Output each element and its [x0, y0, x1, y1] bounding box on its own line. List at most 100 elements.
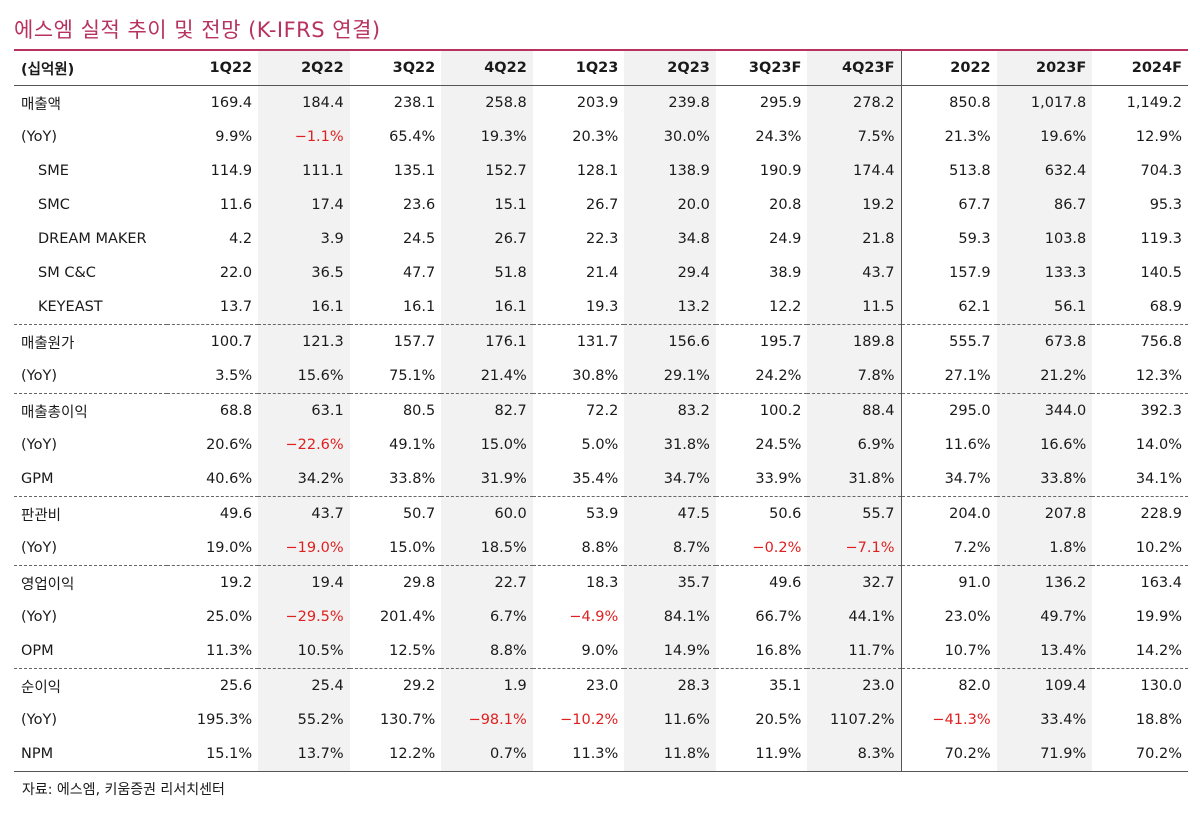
table-cell: 70.2% [900, 737, 997, 772]
table-cell: 850.8 [900, 85, 997, 120]
table-cell: 204.0 [900, 496, 997, 531]
table-row: OPM 11.3% 10.5% 12.5% 8.8% 9.0% 14.9% 16.8% 11.7… [14, 634, 1188, 669]
table-cell: −29.5% [258, 600, 350, 634]
table-cell: 33.8% [996, 462, 1093, 497]
table-cell: 7.5% [807, 120, 902, 154]
title-rule [14, 49, 1188, 51]
table-cell: 21.8 [807, 222, 902, 256]
table-row: (YoY) 3.5% 15.6% 75.1% 21.4% 30.8% 29.1% 24.2% 7… [14, 359, 1188, 394]
unit-label: (십억원) [14, 51, 167, 86]
table-cell: 174.4 [807, 154, 902, 188]
table-cell: 29.4 [624, 256, 716, 290]
table-cell: 49.6 [769, 575, 802, 591]
table-cell: 19.3 [532, 290, 625, 325]
table-cell: 72.2 [586, 403, 619, 419]
table-cell: 53.9 [586, 506, 619, 522]
table-cell: 100.7 [210, 334, 253, 350]
table-cell: 169.4 [210, 95, 253, 111]
table-row: SMC 11.6 17.4 23.6 15.1 26.7 20.0 20.8 19.2 67.7 8… [14, 188, 1188, 222]
table-cell: 21.4% [441, 359, 533, 394]
table-cell: 13.7% [258, 737, 350, 772]
table-cell: 29.1% [624, 359, 716, 394]
column-header: 1Q23 [532, 51, 625, 86]
table-cell: 21.4 [586, 265, 619, 281]
table-cell: 176.1 [441, 324, 533, 359]
table-cell: 44.1% [807, 600, 902, 634]
table-cell: 17.4 [258, 188, 350, 222]
table-cell: 55.2% [258, 703, 350, 737]
table-cell: 34.7% [624, 462, 716, 497]
table-cell: 632.4 [996, 154, 1093, 188]
table-row: 순이익 25.6 25.4 29.2 1.9 23.0 28.3 35.1 23.0 82.0 10… [14, 668, 1188, 703]
table-cell: 23.0 [807, 668, 902, 703]
row-label: OPM [14, 634, 167, 669]
table-cell: 20.3% [572, 129, 619, 145]
table-row: 매출원가 100.7 121.3 157.7 176.1 131.7 156.6 195.7 1… [14, 324, 1188, 359]
table-cell: 56.1 [996, 290, 1093, 325]
table-cell: 11.6% [624, 703, 716, 737]
column-header: 1Q22 [166, 51, 259, 86]
table-cell: 163.4 [1140, 575, 1182, 591]
table-cell: 60.0 [441, 496, 533, 531]
table-cell: 189.8 [807, 324, 902, 359]
table-cell: 1,149.2 [1126, 95, 1182, 111]
table-cell: −4.9% [569, 609, 619, 625]
table-row: (YoY) 20.6% −22.6% 49.1% 15.0% 5.0% 31.8% 24.5%… [14, 428, 1188, 462]
table-cell: 29.8 [402, 575, 436, 591]
table-cell: 195.7 [759, 334, 802, 350]
table-cell: 35.4% [532, 462, 625, 497]
table-cell: 32.7 [807, 565, 902, 600]
table-cell: 128.1 [576, 163, 619, 179]
table-cell: 51.8 [441, 256, 533, 290]
table-cell: 392.3 [1140, 403, 1182, 419]
row-label: GPM [14, 462, 167, 497]
table-row: (YoY) 25.0% −29.5% 201.4% 6.7% −4.9% 84.1% 66.7… [14, 600, 1188, 634]
table-cell: 30.8% [532, 359, 625, 394]
table-cell: 19.2 [219, 575, 253, 591]
table-cell: 195.3% [196, 712, 253, 728]
table-cell: 13.4% [996, 634, 1093, 669]
table-cell: 70.2% [1092, 737, 1188, 772]
table-cell: 12.5% [349, 634, 442, 669]
table-row: 판관비 49.6 43.7 50.7 60.0 53.9 47.5 50.6 55.7 204.0… [14, 496, 1188, 531]
table-cell: 16.1 [441, 290, 533, 325]
table-cell: −1.1% [258, 120, 350, 154]
table-cell: 12.9% [1135, 129, 1182, 145]
table-cell: 10.7% [900, 634, 997, 669]
row-label: KEYEAST [14, 290, 167, 325]
table-cell: 50.6 [769, 506, 802, 522]
table-row: GPM 40.6% 34.2% 33.8% 31.9% 35.4% 34.7% 33.9% 31… [14, 462, 1188, 497]
table-cell: 157.7 [393, 334, 436, 350]
table-cell: 6.7% [441, 600, 533, 634]
table-cell: 100.2 [759, 403, 802, 419]
column-header: 3Q22 [349, 51, 442, 86]
table-row: NPM 15.1% 13.7% 12.2% 0.7% 11.3% 11.8% 11.9% 8.3… [14, 737, 1188, 772]
table-cell: 33.9% [715, 462, 808, 497]
table-cell: 28.3 [624, 668, 716, 703]
source-note: 자료: 에스엠, 키움증권 리서치센터 [22, 782, 225, 798]
table-cell: 49.6 [219, 506, 253, 522]
column-header: 2022 [900, 51, 997, 86]
table-cell: 133.3 [996, 256, 1093, 290]
table-cell: 27.1% [900, 359, 997, 394]
table-cell: 22.0 [219, 265, 253, 281]
table-cell: 13.2 [624, 290, 716, 325]
table-cell: 109.4 [996, 668, 1093, 703]
table-cell: 9.0% [532, 634, 625, 669]
table-cell: −19.0% [258, 531, 350, 566]
table-cell: 18.3 [586, 575, 619, 591]
table-cell: 25.4 [258, 668, 350, 703]
table-cell: 16.8% [715, 634, 808, 669]
table-cell: 13.7 [166, 290, 259, 325]
table-cell: 136.2 [996, 565, 1093, 600]
table-cell: 23.6 [402, 197, 436, 213]
column-header: 2023F [996, 51, 1093, 86]
table-cell: 20.0 [624, 188, 716, 222]
table-cell: 35.7 [624, 565, 716, 600]
table-cell: 24.9 [769, 231, 802, 247]
table-cell: 14.9% [624, 634, 716, 669]
table-cell: 67.7 [900, 188, 997, 222]
table-cell: 68.8 [219, 403, 253, 419]
table-cell: 11.3% [166, 634, 259, 669]
table-cell: 36.5 [258, 256, 350, 290]
